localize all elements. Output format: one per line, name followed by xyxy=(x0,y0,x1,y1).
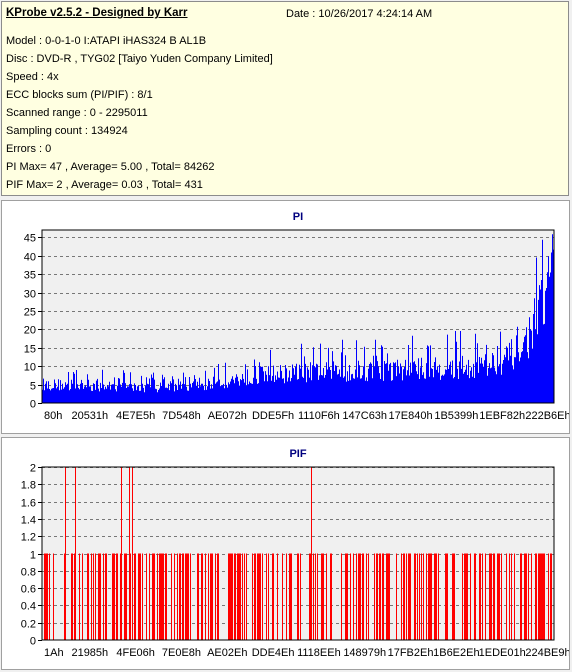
x-tick-label: 1EDE01h xyxy=(479,647,526,659)
x-tick-label: 17FB2Eh xyxy=(388,647,434,659)
y-tick-label: 20 xyxy=(24,325,36,337)
plot-border xyxy=(41,466,555,641)
y-tick-label: 40 xyxy=(24,252,36,264)
chart-title: PI xyxy=(293,211,303,223)
info-ecc-blocks: ECC blocks sum (PI/PIF) : 8/1 xyxy=(6,89,153,101)
y-tick-label: 1.2 xyxy=(21,532,36,544)
x-tick-label: AE072h xyxy=(208,410,247,422)
y-tick-label: 0.6 xyxy=(21,584,36,596)
x-tick-label: 20531h xyxy=(71,410,108,422)
pif-chart-panel: PIF 0 0.2 0.4 0.6 0.8 1 1.2 1.4 1.6 1.8 2 1Ah 21985h 4… xyxy=(1,437,571,670)
y-tick-label: 1.4 xyxy=(21,515,36,527)
y-tick-label: 1.6 xyxy=(21,498,36,510)
y-tick-label: 5 xyxy=(30,381,36,393)
info-disc: Disc : DVD-R , TYG02 [Taiyo Yuden Compan… xyxy=(6,53,273,65)
info-panel: KProbe v2.5.2 - Designed by Karr Date : … xyxy=(1,1,569,196)
y-tick-label: 30 xyxy=(24,289,36,301)
scan-date: Date : 10/26/2017 4:24:14 AM xyxy=(286,8,433,20)
x-tick-label: 4E7E5h xyxy=(116,410,155,422)
pi-chart-panel: PI 0 5 10 15 20 25 30 35 40 45 80h 20531h 4E7E5h 7D548… xyxy=(1,200,571,434)
y-tick-label: 0.8 xyxy=(21,567,36,579)
info-speed: Speed : 4x xyxy=(6,71,59,83)
pi-series-area xyxy=(42,234,554,403)
x-tick-label: 147C63h xyxy=(342,410,387,422)
x-tick-label: 1118EEh xyxy=(297,647,341,659)
info-sampling-count: Sampling count : 134924 xyxy=(6,125,128,137)
x-tick-label: 224BE9h xyxy=(525,647,569,659)
x-tick-label: DDE5Fh xyxy=(252,410,294,422)
info-scanned-range: Scanned range : 0 - 2295011 xyxy=(6,107,148,119)
plot-border xyxy=(41,229,555,404)
x-tick-label: 1EBF82h xyxy=(479,410,525,422)
y-tick-label: 10 xyxy=(24,362,36,374)
y-tick-label: 35 xyxy=(24,270,36,282)
x-tick-label: 21985h xyxy=(71,647,108,659)
y-tick-label: 1 xyxy=(30,550,36,562)
y-tick-label: 25 xyxy=(24,307,36,319)
x-tick-label: 1110F6h xyxy=(298,410,340,422)
y-tick-label: 0 xyxy=(30,399,36,411)
y-tick-label: 0.2 xyxy=(21,619,36,631)
x-tick-label: 1B6E2Eh xyxy=(433,647,479,659)
x-tick-label: 1B5399h xyxy=(434,410,478,422)
y-tick-label: 0.4 xyxy=(21,601,36,613)
x-tick-label: 222B6Eh xyxy=(525,410,569,422)
x-tick-label: 1Ah xyxy=(44,647,64,659)
y-tick-label: 15 xyxy=(24,344,36,356)
x-tick-label: 148979h xyxy=(343,647,386,659)
y-tick-label: 2 xyxy=(30,463,36,475)
y-tick-label: 1.8 xyxy=(21,480,36,492)
pi-chart: PI 0 5 10 15 20 25 30 35 40 45 80h 20531h 4E7E5h 7D548… xyxy=(24,211,571,422)
x-tick-label: 17E840h xyxy=(389,410,433,422)
x-tick-label: 7D548h xyxy=(162,410,201,422)
y-tick-label: 0 xyxy=(30,636,36,648)
x-tick-label: 4FE06h xyxy=(116,647,155,659)
info-pif-stats: PIF Max= 2 , Average= 0.03 , Total= 431 xyxy=(6,179,203,191)
x-tick-label: AE02Eh xyxy=(207,647,247,659)
x-tick-label: 80h xyxy=(44,410,62,422)
chart-title: PIF xyxy=(289,448,306,460)
x-tick-label: 7E0E8h xyxy=(162,647,201,659)
info-model: Model : 0-0-1-0 I:ATAPI iHAS324 B AL1B xyxy=(6,35,207,47)
info-errors: Errors : 0 xyxy=(6,143,52,155)
x-tick-label: DDE4Eh xyxy=(252,647,295,659)
y-tick-label: 45 xyxy=(24,233,36,245)
pif-chart: PIF 0 0.2 0.4 0.6 0.8 1 1.2 1.4 1.6 1.8 2 1Ah 21985h 4… xyxy=(21,448,571,659)
app-title: KProbe v2.5.2 - Designed by Karr xyxy=(6,7,188,19)
info-pi-stats: PI Max= 47 , Average= 5.00 , Total= 8426… xyxy=(6,161,215,173)
